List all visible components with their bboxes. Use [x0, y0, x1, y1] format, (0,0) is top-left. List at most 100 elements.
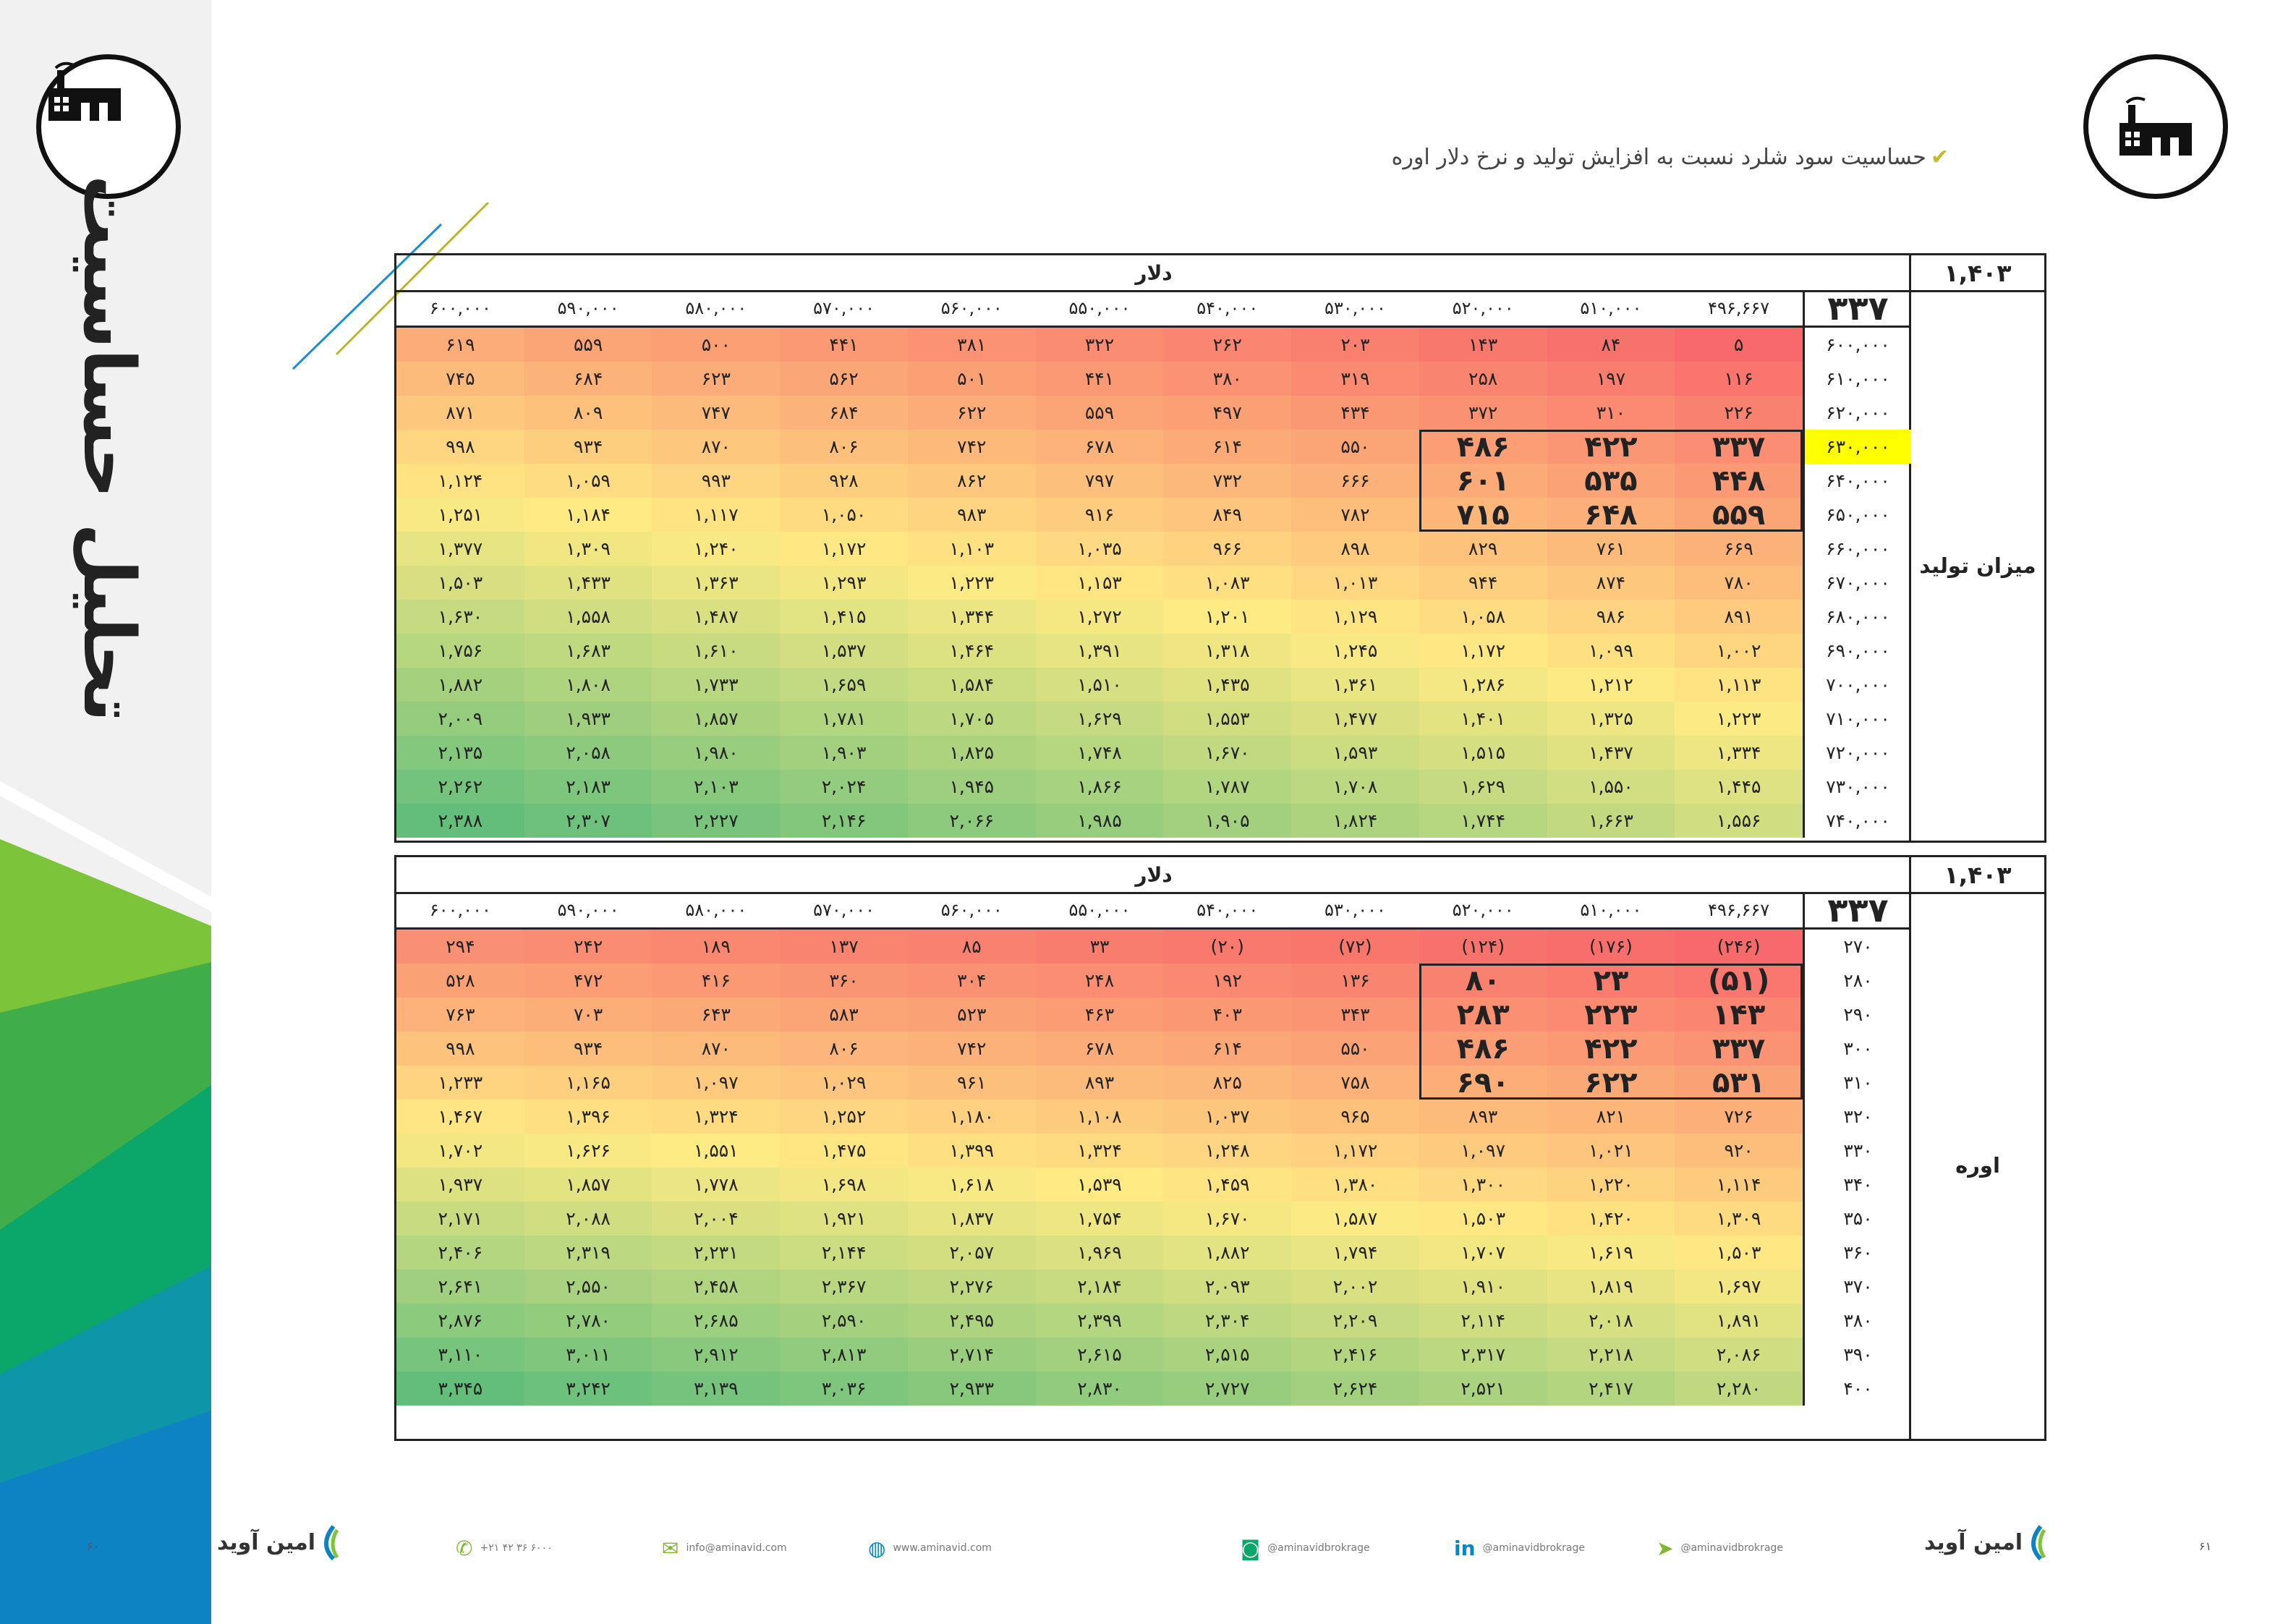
table-cell: ۱,۳۰۹	[524, 532, 652, 566]
table-cell: ۲,۱۳۵	[396, 736, 524, 770]
footer-instagram[interactable]: ◙ @aminavidbrokrage	[1241, 1526, 1370, 1570]
table-cell: ۱,۷۹۴	[1291, 1236, 1419, 1270]
table-cell: ۱,۶۲۹	[1419, 770, 1547, 804]
table-cell: ۸۰	[1419, 964, 1547, 998]
table-cell: ۵۶۲	[780, 362, 908, 396]
table-cell: ۵۵۹	[524, 328, 652, 362]
table-cell: ۱,۸۸۲	[1163, 1236, 1292, 1270]
table-cell: ۴۴۱	[1035, 362, 1164, 396]
table-cell: ۱,۰۱۳	[1291, 566, 1419, 600]
table-cell: ۸۶۲	[907, 464, 1036, 498]
footer-linkedin[interactable]: in @aminavidbrokrage	[1454, 1526, 1585, 1570]
table-cell: ۱,۱۸۴	[524, 498, 652, 532]
row-header: ۲۸۰	[1803, 964, 1911, 998]
table-cell: ۸۲۱	[1547, 1100, 1675, 1134]
row-header: ۷۲۰,۰۰۰	[1803, 736, 1911, 770]
footer-phone[interactable]: ✆ +۲۱ ۴۲ ۳۶ ۶۰۰۰	[456, 1526, 553, 1570]
table-cell: ۲,۲۲۷	[652, 804, 781, 838]
table-cell: ۱,۲۴۸	[1163, 1134, 1292, 1168]
footer-email[interactable]: ✉ info@aminavid.com	[662, 1526, 787, 1570]
table-cell: ۳۴۳	[1291, 998, 1419, 1032]
table-cell: ۷۶۳	[396, 998, 524, 1032]
footer-website[interactable]: ◍ www.aminavid.com	[868, 1526, 992, 1570]
table-cell: ۱,۷۸۷	[1163, 770, 1292, 804]
table-cell: ۲,۱۷۱	[396, 1202, 524, 1236]
table-cell: ۲,۵۹۰	[780, 1304, 908, 1338]
table-cell: ۶۰۱	[1419, 464, 1547, 498]
table-cell: ۴۴۱	[780, 328, 908, 362]
table-cell: ۳۱۹	[1291, 362, 1419, 396]
row-header: ۶۸۰,۰۰۰	[1803, 600, 1911, 634]
table-cell: ۱,۷۴۸	[1035, 736, 1164, 770]
table-cell: ۱,۹۴۵	[907, 770, 1036, 804]
table-cell: ۱,۳۰۹	[1675, 1202, 1803, 1236]
table-cell: ۵۰۰	[652, 328, 781, 362]
table-cell: (۷۲)	[1291, 930, 1419, 964]
table-cell: ۱۸۹	[652, 930, 781, 964]
table-cell: ۱,۵۳۷	[780, 634, 908, 668]
table-cell: ۹۹۸	[396, 1032, 524, 1066]
table-cell: ۳۸۱	[907, 328, 1036, 362]
table-cell: ۲,۳۸۸	[396, 804, 524, 838]
table-cell: ۷۴۲	[907, 430, 1036, 464]
table-cell: ۱,۲۵۱	[396, 498, 524, 532]
table-cell: ۶۴۳	[652, 998, 781, 1032]
column-header: ۴۹۶,۶۶۷	[1675, 290, 1803, 328]
row-header: ۷۱۰,۰۰۰	[1803, 702, 1911, 736]
table-cell: ۱,۸۵۷	[524, 1168, 652, 1202]
table-cell: ۷۰۳	[524, 998, 652, 1032]
table-cell: ۱,۶۹۷	[1675, 1270, 1803, 1304]
column-header: ۵۵۰,۰۰۰	[1035, 290, 1164, 328]
table-cell: ۵۵۰	[1291, 1032, 1419, 1066]
column-header: ۶۰۰,۰۰۰	[396, 290, 524, 328]
table-cell: ۱,۰۹۷	[652, 1066, 781, 1100]
table-cell: ۱,۷۷۸	[652, 1168, 781, 1202]
table-cell: ۱,۰۳۷	[1163, 1100, 1292, 1134]
table-cell: ۶۱۹	[396, 328, 524, 362]
table-cell: ۸۴۹	[1163, 498, 1292, 532]
table-cell: ۱,۷۰۸	[1291, 770, 1419, 804]
table-cell: ۱,۷۰۷	[1419, 1236, 1547, 1270]
table-cell: ۱,۷۵۴	[1035, 1202, 1164, 1236]
table-cell: ۵۰۱	[907, 362, 1036, 396]
row-header: ۳۷۰	[1803, 1270, 1911, 1304]
table-cell: ۲,۰۹۳	[1163, 1270, 1292, 1304]
table-cell: ۲,۷۸۰	[524, 1304, 652, 1338]
table-cell: ۹۶۵	[1291, 1100, 1419, 1134]
table-cell: ۱,۳۹۱	[1035, 634, 1164, 668]
table-cell: ۱,۵۰۳	[1419, 1202, 1547, 1236]
table-cell: ۱,۳۲۵	[1547, 702, 1675, 736]
table-cell: ۲۲۶	[1675, 396, 1803, 430]
row-header: ۳۵۰	[1803, 1202, 1911, 1236]
table-cell: ۱,۵۵۸	[524, 600, 652, 634]
table-cell: ۹۲۸	[780, 464, 908, 498]
sensitivity-table-urea: ۱,۴۰۳ دلار ۳۳۷ اوره ۴۹۶,۶۶۷ ۵۱۰,۰۰۰ ۵۲۰,۰۰۰ ۵۳۰…	[394, 855, 2046, 1441]
table-cell: ۷۳۲	[1163, 464, 1292, 498]
footer-telegram[interactable]: ➤ @aminavidbrokrage	[1657, 1526, 1783, 1570]
table-cell: ۱,۵۰۳	[396, 566, 524, 600]
table-cell: ۲۳	[1547, 964, 1675, 998]
table-cell: ۲,۲۸۰	[1675, 1372, 1803, 1406]
table-cell: ۸۹۱	[1675, 600, 1803, 634]
table-cell: ۱,۳۶۱	[1291, 668, 1419, 702]
sensitivity-table-production: ۱,۴۰۳ دلار ۳۳۷ میزان تولید ۴۹۶,۶۶۷ ۵۱۰,۰۰۰ ۵۲۰…	[394, 253, 2046, 843]
table-cell: ۱,۱۰۸	[1035, 1100, 1164, 1134]
table-cell: ۱,۵۵۳	[1163, 702, 1292, 736]
table-cell: ۱,۹۸۰	[652, 736, 781, 770]
table-cell: ۵۵۹	[1035, 396, 1164, 430]
column-header: ۵۱۰,۰۰۰	[1547, 290, 1675, 328]
table-cell: ۸۷۰	[652, 1032, 781, 1066]
table-cell: ۱,۶۷۰	[1163, 736, 1292, 770]
table-cell: ۲,۳۹۹	[1035, 1304, 1164, 1338]
column-header: ۵۲۰,۰۰۰	[1419, 892, 1547, 930]
table-cell: ۱۴۳	[1675, 998, 1803, 1032]
page-number-right: ۶۱	[2199, 1539, 2212, 1553]
table-cell: ۶۴۸	[1547, 498, 1675, 532]
table-cell: ۲,۰۰۹	[396, 702, 524, 736]
table-cell: ۳۰۴	[907, 964, 1036, 998]
table-cell: ۲,۵۱۵	[1163, 1338, 1292, 1372]
table-cell: ۱,۵۰۳	[1675, 1236, 1803, 1270]
instagram-text: @aminavidbrokrage	[1267, 1542, 1370, 1554]
table-cell: ۲,۴۵۸	[652, 1270, 781, 1304]
table-cell: ۲,۱۴۴	[780, 1236, 908, 1270]
